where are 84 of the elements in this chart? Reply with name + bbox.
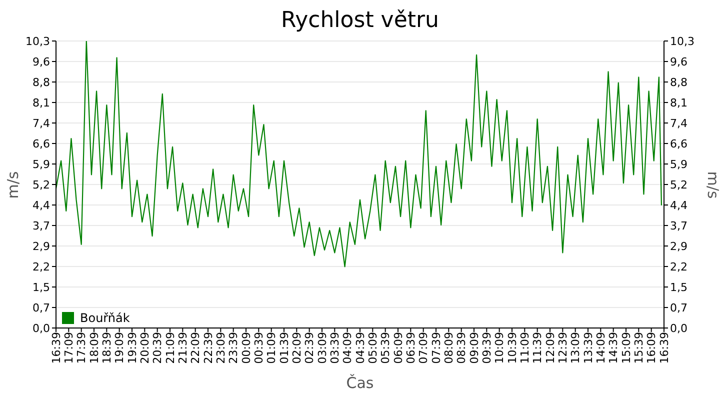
y-tick-label: 8,1	[32, 96, 50, 110]
x-tick-label: 21:09	[164, 332, 177, 364]
x-tick-label: 09:39	[480, 332, 494, 364]
x-tick-label: 04:39	[354, 332, 367, 364]
x-tick-label: 03:39	[328, 332, 342, 364]
x-tick-label: 00:39	[252, 332, 266, 364]
x-tick-label: 18:39	[100, 332, 114, 364]
y2-tick-label: 1,5	[670, 280, 688, 294]
x-tick-label: 07:39	[430, 332, 443, 364]
x-tick-label: 06:09	[392, 332, 405, 364]
y-tick-label: 0,0	[32, 322, 50, 335]
x-tick-label: 08:09	[442, 332, 456, 364]
x-tick-label: 04:09	[341, 332, 354, 364]
x-tick-label: 02:39	[303, 332, 316, 364]
y2-tick-label: 0,0	[670, 322, 688, 335]
x-tick-label: 19:09	[113, 332, 126, 364]
y2-tick-label: 2,2	[670, 260, 688, 274]
x-tick-label: 16:39	[50, 332, 63, 364]
y-tick-label: 3,7	[32, 219, 50, 232]
y-tick-label: 7,4	[32, 116, 50, 130]
y-tick-label: 5,2	[32, 178, 50, 192]
y-tick-label: 10,3	[26, 34, 50, 48]
x-tick-label: 10:39	[506, 332, 519, 364]
x-tick-label: 05:39	[379, 332, 392, 364]
x-tick-label: 14:09	[594, 332, 608, 364]
x-tick-label: 12:39	[556, 332, 570, 364]
y2-tick-label: 9,6	[670, 55, 688, 68]
x-tick-label: 02:09	[290, 332, 304, 364]
y2-tick-label: 0,7	[670, 301, 688, 314]
x-tick-label: 14:39	[607, 332, 620, 364]
x-tick-label: 13:39	[582, 332, 595, 364]
y2-axis-title: m/s	[704, 170, 720, 201]
x-tick-label: 20:09	[138, 332, 152, 364]
x-tick-label: 22:09	[189, 332, 202, 364]
y2-tick-label: 7,4	[670, 116, 688, 130]
x-tick-label: 19:39	[126, 332, 139, 364]
y-tick-label: 0,7	[32, 301, 50, 314]
chart-title: Rychlost větru	[280, 8, 440, 33]
x-tick-label: 22:39	[202, 332, 215, 364]
x-tick-label: 20:39	[151, 332, 164, 364]
y-tick-label: 6,6	[32, 137, 50, 150]
y2-tick-label: 6,6	[670, 137, 688, 150]
y2-tick-label: 2,9	[670, 240, 688, 253]
y-tick-label: 1,5	[32, 280, 50, 294]
y-tick-label: 8,8	[32, 76, 50, 89]
y-tick-label: 5,9	[32, 158, 50, 171]
y-axis-title: m/s	[4, 170, 22, 201]
x-tick-label: 16:09	[645, 332, 658, 364]
x-tick-label: 15:39	[632, 332, 646, 364]
x-tick-label: 01:09	[265, 332, 278, 364]
x-tick-label: 07:09	[417, 332, 430, 364]
x-tick-label: 00:09	[240, 332, 253, 364]
x-tick-label: 09:09	[468, 332, 481, 364]
x-tick-label: 17:09	[62, 332, 76, 364]
x-tick-label: 11:39	[531, 332, 544, 364]
x-tick-label: 16:39	[658, 332, 671, 364]
x-tick-label: 12:09	[544, 332, 557, 364]
x-tick-label: 10:09	[493, 332, 506, 364]
y-tick-label: 2,2	[32, 260, 50, 274]
y2-tick-label: 10,3	[670, 34, 694, 48]
y2-tick-label: 4,4	[670, 198, 688, 212]
y-tick-label: 9,6	[32, 55, 50, 68]
y2-tick-label: 8,1	[670, 96, 688, 110]
x-tick-label: 11:09	[518, 332, 532, 364]
x-tick-label: 23:39	[227, 332, 240, 364]
x-tick-label: 23:09	[214, 332, 228, 364]
x-tick-label: 18:09	[88, 332, 101, 364]
legend-label: Bouřňák	[80, 311, 130, 325]
x-tick-label: 01:39	[278, 332, 291, 364]
y2-tick-label: 5,9	[670, 158, 688, 171]
y2-tick-label: 5,2	[670, 178, 688, 192]
x-tick-label: 15:09	[620, 332, 633, 364]
x-tick-label: 06:39	[404, 332, 418, 364]
y-tick-label: 2,9	[32, 240, 50, 253]
x-tick-label: 13:09	[569, 332, 582, 364]
x-axis-title: Čas	[346, 374, 374, 392]
x-tick-label: 17:39	[75, 332, 88, 364]
y-tick-label: 4,4	[32, 198, 50, 212]
x-tick-label: 05:09	[366, 332, 380, 364]
y2-tick-label: 8,8	[670, 76, 688, 89]
x-tick-label: 08:39	[455, 332, 468, 364]
x-tick-label: 21:39	[176, 332, 190, 364]
x-tick-label: 03:09	[316, 332, 329, 364]
y2-tick-label: 3,7	[670, 219, 688, 232]
